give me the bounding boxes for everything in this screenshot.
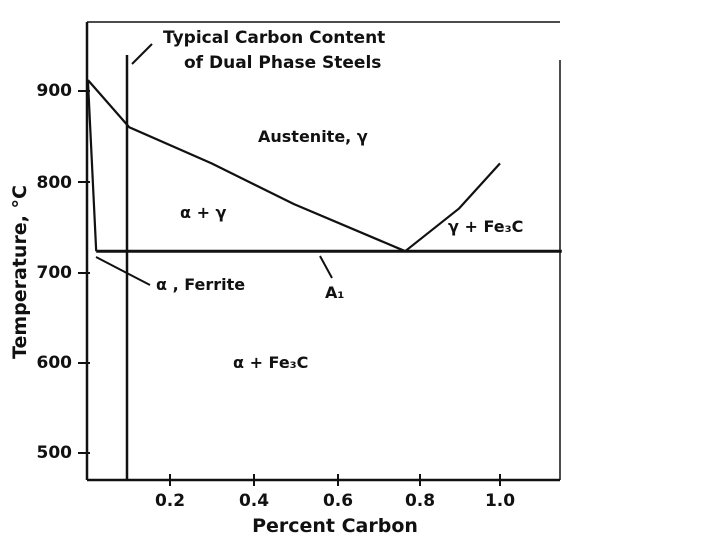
y-tick-label: 500 (37, 443, 73, 463)
gamma-fe3c-label: γ + Fe₃C (448, 217, 523, 236)
alpha-gamma-label: α + γ (180, 203, 227, 222)
ferrite-solvus-boundary (86, 81, 98, 252)
x-ticks: 0.2 0.4 0.6 0.8 1.0 (155, 474, 515, 511)
x-tick-label: 0.8 (405, 491, 435, 511)
austenite-label: Austenite, γ (258, 127, 368, 146)
phase-boundaries (86, 79, 562, 253)
y-tick-label: 600 (37, 353, 73, 373)
axes (85, 21, 561, 482)
acm-boundary (404, 162, 501, 253)
a1-pointer (319, 255, 333, 279)
ferrite-pointer (95, 256, 151, 286)
x-tick-label: 0.2 (155, 491, 185, 511)
y-axis-label: Temperature, °C (9, 185, 31, 359)
a3-boundary (87, 79, 406, 253)
y-tick-label: 900 (37, 81, 73, 101)
x-tick-label: 0.4 (239, 491, 269, 511)
y-tick-label: 800 (37, 173, 73, 193)
a1-label: A₁ (325, 283, 344, 302)
y-tick-label: 700 (37, 263, 73, 283)
dual-phase-pointer (131, 43, 153, 65)
annotation-line-2: of Dual Phase Steels (184, 53, 381, 73)
ferrite-label: α , Ferrite (156, 275, 245, 294)
x-tick-label: 0.6 (323, 491, 353, 511)
alpha-fe3c-label: α + Fe₃C (233, 353, 308, 372)
x-axis-label: Percent Carbon (252, 515, 418, 537)
x-tick-label: 1.0 (485, 491, 515, 511)
y-ticks: 900 800 700 600 500 (37, 81, 90, 463)
annotation-line-1: Typical Carbon Content (163, 28, 385, 48)
